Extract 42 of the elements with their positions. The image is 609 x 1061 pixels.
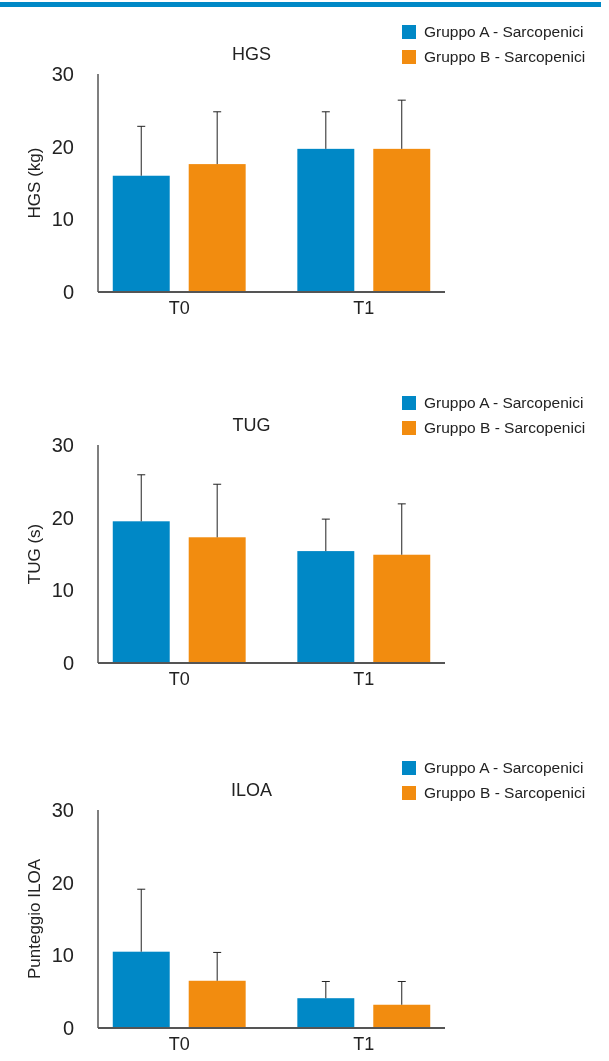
legend-label: Gruppo B - Sarcopenici <box>424 48 586 66</box>
chart-title: ILOA <box>230 780 273 800</box>
legend-label: Gruppo B - Sarcopenici <box>424 784 586 802</box>
y-tick-label: 30 <box>51 63 74 85</box>
y-tick-label: 10 <box>51 944 74 967</box>
legend-label: Gruppo A - Sarcopenici <box>424 759 584 777</box>
bar <box>112 175 170 292</box>
bar <box>297 148 355 292</box>
y-tick-label: 20 <box>51 871 74 894</box>
y-tick-label: 0 <box>62 281 74 303</box>
y-tick-label: 20 <box>51 135 74 158</box>
y-tick-label: 30 <box>51 799 74 821</box>
legend-label: Gruppo A - Sarcopenici <box>424 23 584 41</box>
chart-title: HGS <box>231 44 272 64</box>
bar <box>188 980 246 1028</box>
bar <box>297 551 355 663</box>
bar <box>297 998 355 1028</box>
y-tick-label: 0 <box>62 1017 74 1039</box>
y-axis-title: Punteggio ILOA <box>25 858 44 980</box>
legend-label: Gruppo B - Sarcopenici <box>424 419 586 437</box>
bar <box>373 1004 431 1028</box>
y-tick-label: 30 <box>51 434 74 456</box>
bar <box>373 148 431 292</box>
legend-label: Gruppo A - Sarcopenici <box>424 394 584 412</box>
x-tick-label: T0 <box>168 298 190 318</box>
bar <box>188 164 246 292</box>
y-axis-title: HGS (kg) <box>25 147 44 219</box>
x-tick-label: T1 <box>353 298 375 318</box>
y-tick-label: 0 <box>62 652 74 674</box>
bar <box>112 951 170 1028</box>
chart-title: TUG <box>232 415 271 435</box>
x-tick-label: T0 <box>168 1034 190 1054</box>
x-tick-label: T1 <box>353 669 375 689</box>
y-axis-title: TUG (s) <box>25 523 44 585</box>
y-tick-label: 20 <box>51 506 74 529</box>
x-tick-label: T0 <box>168 669 190 689</box>
y-tick-label: 10 <box>51 208 74 231</box>
bar <box>188 537 246 663</box>
x-tick-label: T1 <box>353 1034 375 1054</box>
y-tick-label: 10 <box>51 579 74 602</box>
bar <box>373 554 431 663</box>
bar <box>112 521 170 663</box>
